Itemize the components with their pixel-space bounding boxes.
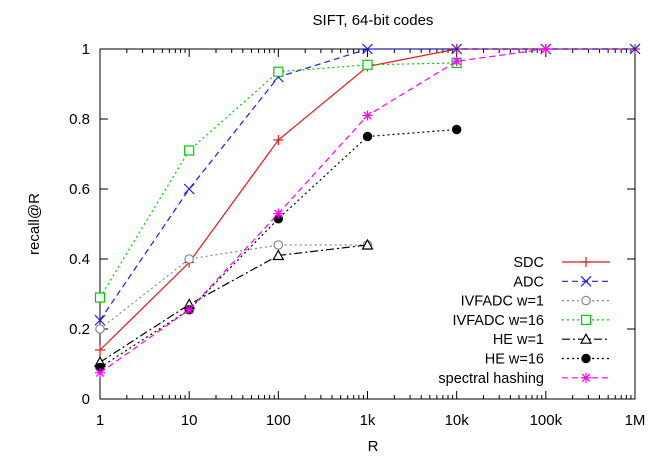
- legend-item-ivfadc-w-16: IVFADC w=16: [453, 313, 610, 329]
- legend-label: HE w=16: [485, 352, 544, 368]
- series-adc: [94, 43, 641, 326]
- legend-marker: [581, 372, 591, 383]
- data-point-he-w-16: [451, 124, 462, 135]
- y-tick-label: 0: [82, 391, 90, 408]
- x-tick-label: 1M: [625, 412, 646, 429]
- series-line-he-w-1: [99, 244, 368, 363]
- data-point-ivfadc-w-16: [362, 59, 373, 70]
- legend-marker: [581, 353, 591, 364]
- data-point-sdc: [273, 135, 284, 145]
- data-point-spectral-hashing: [451, 56, 462, 67]
- x-tick-label: 100k: [530, 412, 563, 429]
- plot-border: [99, 48, 636, 400]
- legend-label: ADC: [513, 274, 544, 290]
- legend-marker: [580, 275, 592, 287]
- legend-marker: [581, 257, 591, 267]
- data-point-ivfadc-w-16: [184, 145, 195, 156]
- series-line-ivfadc-w-16: [99, 62, 457, 298]
- data-point-he-w-1: [361, 238, 374, 250]
- x-tick-label: 1k: [360, 412, 376, 429]
- legend-item-adc: ADC: [513, 274, 610, 290]
- data-point-ivfadc-w-1: [184, 254, 194, 264]
- x-axis-label: R: [368, 438, 379, 455]
- data-point-adc: [629, 43, 641, 55]
- x-axis: 1 10 100 1k 10k 100k 1M: [96, 49, 646, 429]
- data-point-ivfadc-w-1: [95, 324, 105, 334]
- y-tick-label: 1: [82, 41, 90, 58]
- series-ivfadc-w-1: [95, 240, 373, 334]
- y-axis: 0 0.2 0.4 0.6 0.8 1: [69, 41, 635, 408]
- data-point-he-w-1: [272, 249, 285, 261]
- series-line-he-w-16: [99, 128, 457, 369]
- y-tick-label: 0.4: [69, 251, 90, 268]
- legend-marker: [579, 332, 593, 344]
- legend-label: IVFADC w=1: [461, 294, 544, 310]
- legend: SDC ADC IVFADC w=1 IVFADC w=16 HE w=1 HE w=16…: [438, 255, 610, 387]
- legend-marker: [581, 295, 591, 306]
- data-point-spectral-hashing: [184, 304, 195, 315]
- data-point-adc: [362, 43, 373, 55]
- plot-frame: [99, 48, 636, 400]
- data-point-adc: [94, 314, 106, 326]
- data-point-adc: [183, 183, 195, 195]
- series-ivfadc-w-16: [94, 57, 462, 303]
- legend-item-ivfadc-w-1: IVFADC w=1: [461, 294, 610, 310]
- data-point-ivfadc-w-16: [273, 66, 284, 77]
- legend-label: SDC: [513, 255, 544, 271]
- series-spectral-hashing: [95, 44, 551, 378]
- series-sdc: [95, 44, 640, 355]
- data-point-adc: [451, 43, 463, 55]
- data-point-sdc: [95, 345, 105, 355]
- legend-marker: [580, 314, 592, 325]
- y-tick-label: 0.2: [69, 321, 90, 338]
- x-tick-label: 10: [181, 412, 198, 429]
- data-point-he-w-16: [362, 131, 373, 142]
- legend-label: spectral hashing: [438, 371, 544, 387]
- data-point-ivfadc-w-16: [94, 292, 106, 303]
- legend-label: IVFADC w=16: [453, 313, 544, 329]
- series-line-adc: [99, 48, 635, 321]
- y-tick-label: 0.6: [69, 181, 90, 198]
- x-tick-label: 10k: [445, 412, 470, 429]
- series-line-ivfadc-w-1: [99, 244, 368, 330]
- series-line-sdc: [99, 48, 635, 351]
- legend-item-he-w-16: HE w=16: [485, 352, 610, 368]
- data-point-spectral-hashing: [95, 367, 105, 378]
- x-tick-label: 1: [96, 412, 104, 429]
- chart-title: SIFT, 64-bit codes: [313, 12, 434, 29]
- data-point-spectral-hashing: [362, 110, 373, 121]
- y-tick-label: 0.8: [69, 111, 90, 128]
- series-line-spectral-hashing: [99, 48, 546, 374]
- data-point-spectral-hashing: [540, 44, 551, 54]
- legend-item-spectral-hashing: spectral hashing: [438, 371, 610, 387]
- data-point-ivfadc-w-1: [273, 240, 284, 250]
- series-layer: [93, 43, 641, 378]
- x-tick-label: 100: [266, 412, 291, 429]
- y-axis-label: recall@R: [26, 193, 43, 255]
- legend-item-he-w-1: HE w=1: [493, 332, 610, 348]
- legend-item-sdc: SDC: [513, 255, 610, 271]
- legend-label: HE w=1: [493, 332, 544, 348]
- data-point-spectral-hashing: [273, 208, 284, 219]
